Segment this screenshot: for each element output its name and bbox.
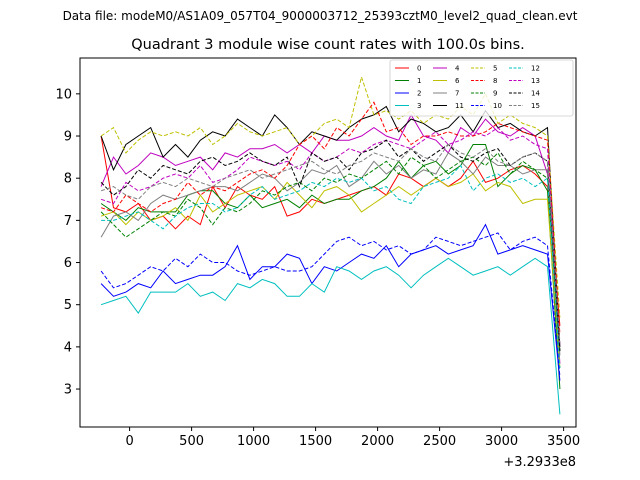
series-line-15 (100, 143, 561, 343)
legend-label: 6 (455, 77, 460, 85)
y-tick-label: 4 (64, 340, 72, 355)
series-line-12 (101, 164, 561, 369)
suptitle: Data file: modeM0/AS1A09_057T04_90000037… (63, 9, 578, 23)
legend-label: 4 (455, 65, 460, 73)
legend-label: 10 (493, 102, 502, 110)
series-line-3 (100, 257, 561, 415)
y-tick-label: 3 (64, 383, 72, 398)
y-tick-label: 7 (64, 214, 72, 229)
legend-label: 11 (455, 102, 464, 110)
series-layer (100, 75, 561, 415)
x-offset-label: +3.2933e8 (503, 455, 576, 470)
series-line-1 (100, 144, 561, 390)
legend-label: 14 (531, 90, 540, 98)
series-line-9 (100, 152, 561, 352)
x-tick-label: 1500 (299, 434, 332, 449)
y-tick-label: 9 (64, 130, 72, 145)
legend-label: 9 (493, 90, 497, 98)
series-line-14 (100, 139, 561, 352)
y-tick-label: 6 (64, 256, 72, 271)
x-tick-label: 3500 (547, 434, 580, 449)
legend-box (389, 59, 574, 117)
y-axis: 3 4 5 6 7 8 9 10 (55, 87, 80, 398)
x-tick-label: 2500 (423, 434, 456, 449)
legend-label: 12 (531, 65, 540, 73)
x-tick-label: 500 (179, 434, 204, 449)
series-line-8 (100, 101, 561, 335)
legend-label: 15 (531, 102, 540, 110)
x-tick-label: 0 (125, 434, 133, 449)
x-tick-label: 1000 (237, 434, 270, 449)
legend-label: 5 (493, 65, 497, 73)
x-axis: 0 500 1000 1500 2000 2500 3000 3500 (125, 427, 580, 449)
legend-label: 1 (417, 77, 421, 85)
x-tick-label: 3000 (485, 434, 518, 449)
x-tick-label: 2000 (361, 434, 394, 449)
series-line-6 (100, 173, 561, 369)
legend-label: 0 (417, 65, 421, 73)
legend-label: 3 (417, 102, 421, 110)
legend-label: 8 (493, 77, 497, 85)
series-line-2 (100, 223, 561, 381)
series-line-7 (100, 152, 561, 356)
legend-label: 13 (531, 77, 540, 85)
plot-frame (79, 57, 577, 428)
y-tick-label: 5 (64, 298, 72, 313)
y-tick-label: 8 (64, 172, 72, 187)
series-line-10 (100, 232, 561, 377)
legend-label: 2 (417, 90, 421, 98)
y-tick-label: 10 (55, 87, 72, 102)
chart-title: Quadrant 3 module wise count rates with … (131, 37, 525, 53)
legend-label: 7 (455, 90, 459, 98)
